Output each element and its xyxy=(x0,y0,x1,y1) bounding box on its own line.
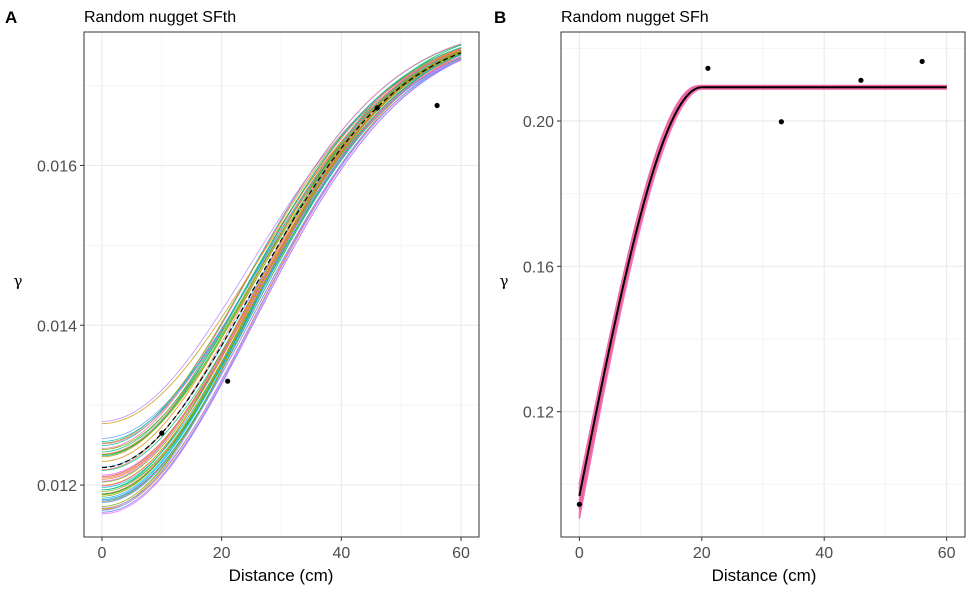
panel-b-x-axis-title: Distance (cm) xyxy=(712,566,817,585)
panel-a-simulated-variograms xyxy=(101,43,462,515)
panel-a-fitted-variogram xyxy=(101,52,462,469)
fitted-variogram-line xyxy=(101,52,462,469)
simulated-variogram-line xyxy=(101,52,462,486)
y-tick-label: 0.16 xyxy=(523,259,554,276)
panel-a-border xyxy=(83,31,480,538)
panel-a-title: Random nugget SFth xyxy=(84,9,236,26)
x-tick-label: 40 xyxy=(332,545,350,562)
empirical-point xyxy=(374,105,380,111)
panel-b: B Random nugget SFh 0 20 40 60 0.12 0.16 0.20… xyxy=(494,8,966,585)
simulated-variogram-line xyxy=(101,53,462,495)
simulated-variogram-line xyxy=(101,52,462,492)
empirical-point xyxy=(576,501,582,507)
x-tick-label: 0 xyxy=(575,545,584,562)
simulated-variogram-line xyxy=(101,59,462,515)
x-tick-label: 20 xyxy=(693,545,711,562)
x-tick-label: 40 xyxy=(815,545,833,562)
simulated-variogram-line xyxy=(101,51,462,478)
panel-b-fitted-variogram xyxy=(578,86,947,497)
y-tick-label: 0.016 xyxy=(37,158,77,175)
empirical-point xyxy=(778,119,784,125)
y-tick-label: 0.014 xyxy=(37,318,77,335)
panel-b-empirical-points xyxy=(576,58,925,507)
panel-b-label: B xyxy=(494,8,506,27)
panel-b-y-axis-title: γ xyxy=(500,272,509,290)
panel-b-x-axis: 0 20 40 60 xyxy=(575,537,956,562)
x-tick-label: 0 xyxy=(98,545,107,562)
panel-a-x-axis: 0 20 40 60 xyxy=(98,537,470,562)
panel-a-empirical-points xyxy=(159,102,440,436)
empirical-point xyxy=(919,58,925,65)
panel-a-x-axis-title: Distance (cm) xyxy=(229,566,334,585)
panel-b-title: Random nugget SFh xyxy=(561,9,709,26)
simulated-variogram-line xyxy=(101,56,462,509)
empirical-point xyxy=(159,430,165,436)
simulated-variogram-line xyxy=(101,43,462,449)
simulated-variogram-line xyxy=(101,50,462,444)
empirical-point xyxy=(225,378,231,384)
panel-a-y-axis-title: γ xyxy=(14,272,23,290)
empirical-point xyxy=(705,65,711,71)
x-tick-label: 60 xyxy=(452,545,470,562)
simulated-variogram-line xyxy=(578,85,947,513)
simulated-variogram-line xyxy=(101,56,462,479)
empirical-point xyxy=(858,77,864,83)
panel-b-y-axis: 0.12 0.16 0.20 xyxy=(523,114,561,422)
y-tick-label: 0.20 xyxy=(523,114,554,131)
y-tick-label: 0.12 xyxy=(523,405,554,422)
simulated-variogram-line xyxy=(101,49,462,442)
simulated-variogram-line xyxy=(101,57,462,502)
x-tick-label: 60 xyxy=(938,545,956,562)
panel-a-label: A xyxy=(5,8,17,27)
panel-b-border xyxy=(560,31,966,538)
simulated-variogram-line xyxy=(101,50,462,424)
panel-a: A Random nugget SFth 0 20 40 60 0.0120.0140… xyxy=(5,8,480,585)
simulated-variogram-line xyxy=(101,47,462,457)
x-tick-label: 20 xyxy=(213,545,231,562)
y-tick-label: 0.012 xyxy=(37,478,77,495)
simulated-variogram-line xyxy=(101,50,462,456)
panel-a-y-axis: 0.012 0.014 0.016 xyxy=(37,158,84,495)
empirical-point xyxy=(434,102,440,109)
simulated-variogram-line xyxy=(101,49,462,455)
fitted-variogram-line xyxy=(578,86,947,497)
